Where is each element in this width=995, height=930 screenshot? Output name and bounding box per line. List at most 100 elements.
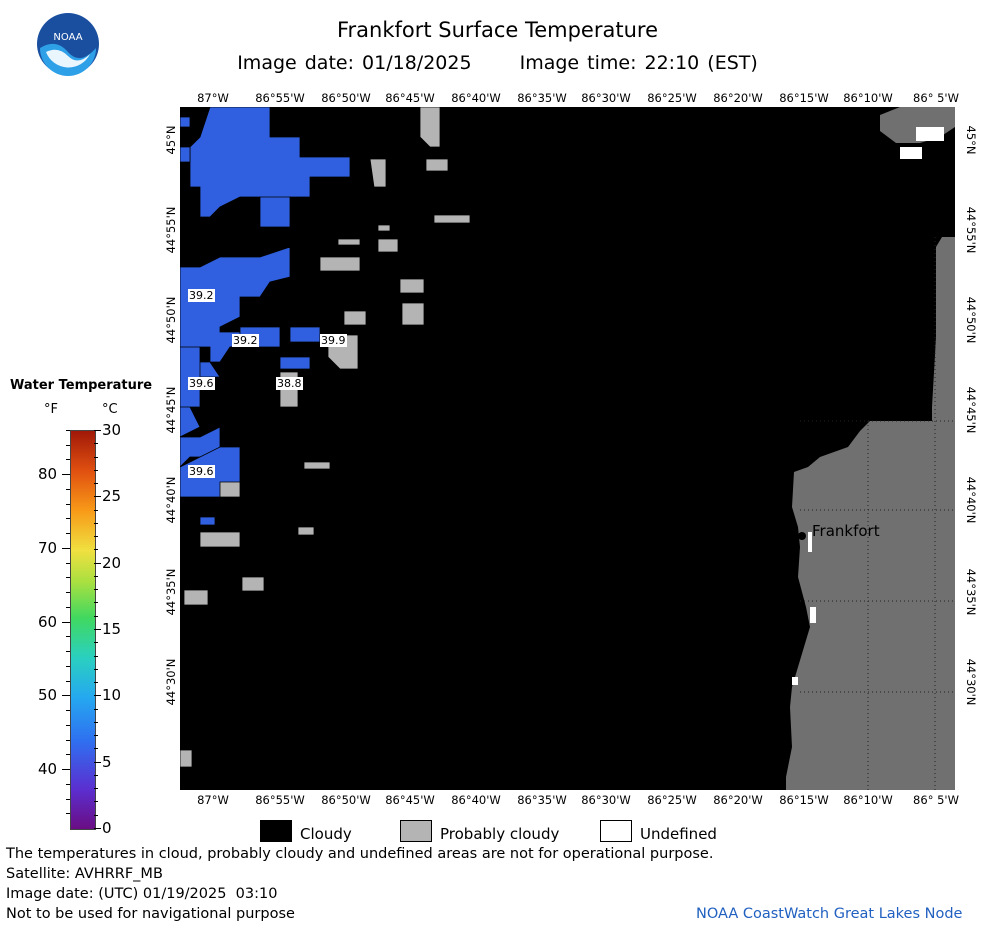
probably-cloudy-swatch [400, 820, 432, 842]
colorbar-tick [66, 592, 70, 594]
lon-tick-label: 86°55'W [255, 793, 305, 807]
colorbar-tick [94, 801, 98, 803]
colorbar-tick [94, 602, 98, 604]
colorbar-tick [94, 788, 98, 790]
celsius-label: 10 [102, 686, 122, 705]
fahrenheit-label: 50 [38, 686, 58, 705]
celsius-label: 25 [102, 487, 122, 506]
lat-tick-label: 44°30'N [164, 658, 178, 706]
lon-tick-label: 86°55'W [255, 91, 305, 105]
lat-tick-label: 45°N [164, 125, 178, 155]
colorbar-tick [66, 562, 70, 564]
lon-tick-label: 86°50'W [321, 91, 371, 105]
lat-tick-label: 44°40'N [164, 476, 178, 524]
noaa-logo-icon: NOAA [36, 12, 100, 76]
temperature-colorbar [70, 430, 96, 830]
colorbar-tick [62, 474, 70, 476]
lat-tick-label: 44°50'N [964, 296, 978, 344]
colorbar-tick [94, 629, 101, 630]
temp-label: 38.8 [276, 377, 303, 390]
lon-tick-label: 86°10'W [843, 793, 893, 807]
credit-link[interactable]: NOAA CoastWatch Great Lakes Node [696, 906, 963, 922]
colorbar-tick [94, 522, 98, 524]
colorbar-tick [66, 665, 70, 667]
lat-tick-label: 44°45'N [164, 386, 178, 434]
celsius-label: 5 [102, 752, 112, 771]
undefined-label: Undefined [640, 825, 717, 843]
colorbar-tick [94, 774, 98, 776]
lat-tick-label: 44°45'N [964, 386, 978, 434]
frankfort-marker [798, 532, 806, 540]
colorbar-tick [66, 710, 70, 712]
colorbar-tick [62, 547, 70, 549]
map-canvas [180, 107, 955, 790]
lon-tick-label: 86°50'W [321, 793, 371, 807]
colorbar-tick [66, 533, 70, 535]
celsius-label: 30 [102, 421, 122, 439]
colorbar-tick [66, 798, 70, 800]
colorbar-tick [62, 695, 70, 697]
lat-tick-label: 44°55'N [964, 206, 978, 254]
cloudy-label: Cloudy [300, 825, 352, 843]
colorbar-tick [94, 761, 101, 763]
undefined-patch [792, 677, 798, 685]
lat-tick-label: 44°35'N [164, 568, 178, 616]
lat-tick-label: 45°N [964, 125, 978, 155]
colorbar-tick [94, 748, 98, 750]
colorbar-tick [66, 518, 70, 520]
colorbar-tick [66, 680, 70, 682]
colorbar-tick [66, 488, 70, 490]
colorbar-tick [94, 549, 98, 551]
colorbar-tick [66, 430, 70, 431]
lon-tick-label: 86°20'W [713, 793, 763, 807]
lon-tick-label: 86°45'W [385, 793, 435, 807]
colorbar-tick [94, 695, 101, 697]
colorbar-tick [94, 721, 98, 723]
lon-tick-label: 86°15'W [779, 793, 829, 807]
lat-tick-label: 44°30'N [964, 658, 978, 706]
colorbar-tick [66, 651, 70, 653]
lon-tick-label: 87°W [197, 793, 229, 807]
colorbar-tick [94, 814, 98, 816]
colorbar-tick [66, 724, 70, 726]
image-date: Image date: 01/18/2025 [237, 52, 472, 74]
logo-text: NOAA [53, 32, 82, 43]
probably-cloudy-label: Probably cloudy [440, 825, 560, 843]
colorbar-tick [94, 536, 98, 538]
celsius-label: 15 [102, 620, 122, 638]
colorbar-tick [94, 589, 98, 591]
land-area [786, 237, 955, 790]
fahrenheit-label: 70 [38, 538, 58, 557]
unit-c: °C [102, 402, 118, 417]
lon-tick-label: 86°40'W [451, 793, 501, 807]
lon-tick-label: 86°45'W [385, 91, 435, 105]
colorbar-tick [66, 606, 70, 608]
undefined-patch [916, 127, 944, 141]
lon-tick-label: 86°30'W [581, 793, 631, 807]
colorbar-tick [94, 642, 98, 644]
legend-title: Water Temperature [10, 378, 153, 393]
colorbar-tick [66, 636, 70, 638]
colorbar-tick [94, 668, 98, 670]
undefined-patch [808, 532, 812, 552]
fahrenheit-label: 80 [38, 465, 58, 484]
colorbar-tick [94, 708, 98, 710]
undefined-swatch [600, 820, 632, 842]
colorbar-tick [94, 430, 101, 431]
lon-tick-label: 86°35'W [517, 793, 567, 807]
colorbar-tick [94, 496, 101, 498]
undefined-patch [900, 147, 922, 159]
colorbar-tick [94, 562, 101, 564]
cloudy-swatch [260, 820, 292, 842]
lat-tick-label: 44°40'N [964, 476, 978, 524]
temp-label: 39.9 [320, 334, 347, 347]
lon-tick-label: 87°W [197, 91, 229, 105]
lon-tick-label: 86°35'W [517, 91, 567, 105]
colorbar-tick [94, 575, 98, 577]
temperature-map[interactable]: Frankfort 39.2 39.2 39.9 39.6 38.8 39.6 [180, 107, 955, 790]
lon-tick-label: 86°40'W [451, 91, 501, 105]
colorbar-tick [66, 783, 70, 785]
colorbar-tick [66, 754, 70, 756]
lat-tick-label: 44°55'N [164, 206, 178, 254]
lon-tick-label: 86°30'W [581, 91, 631, 105]
